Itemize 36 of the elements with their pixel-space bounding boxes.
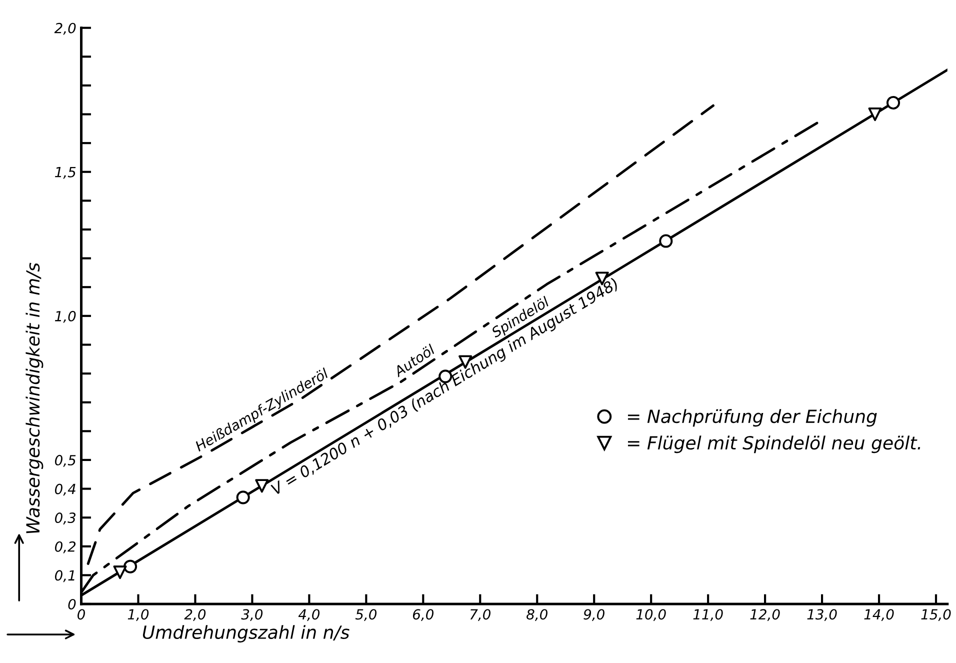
y-tick-label: 0,5: [55, 454, 76, 467]
point: [236, 490, 250, 504]
point: [113, 566, 127, 580]
x-tick-label: 11,0: [693, 609, 723, 622]
x-tick-label: 3,0: [241, 609, 263, 622]
y-tick-label: 0,3: [55, 512, 76, 524]
x-tick-label: 15,0: [921, 609, 951, 622]
x-tick-label: 9,0: [584, 609, 604, 622]
x-tick-label: 8,0: [526, 609, 548, 622]
point: [868, 107, 882, 122]
y-tick-label: 0,2: [55, 541, 76, 554]
y-tick-label: 2,0: [54, 22, 76, 35]
x-tick-label: 10,0: [636, 609, 666, 622]
x-axis-title: Umdrehungszahl in n/s: [142, 625, 350, 643]
x-tick-label: 12,0: [750, 609, 780, 622]
point: [659, 234, 673, 248]
y-tick-label: 0,1: [55, 570, 74, 582]
point: [123, 560, 138, 574]
point: [255, 479, 269, 493]
y-tick-label: 0,4: [55, 484, 76, 496]
x-tick-label: 14,0: [864, 609, 894, 622]
y-axis-title: Wassergeschwindigkeit in m/s: [26, 262, 44, 534]
x-tick-label: 2,0: [184, 609, 206, 622]
x-tick-label: 6,0: [412, 609, 434, 622]
legend-label: = Flügel mit Spindelöl neu geölt.: [628, 436, 920, 454]
point: [886, 96, 900, 110]
legend-label: = Nachprüfung der Eichung: [628, 409, 877, 427]
x-tick-label: 4,0: [298, 609, 320, 622]
y-tick-label: 0: [68, 598, 76, 610]
y-tick-label: 1,5: [54, 167, 76, 179]
x-tick-label: 0: [78, 609, 85, 620]
x-tick-label: 7,0: [470, 609, 490, 622]
x-tick-label: 5,0: [355, 609, 377, 622]
y-tick-label: 1,0: [54, 310, 76, 323]
x-tick-label: 1,0: [128, 609, 149, 622]
x-tick-label: 13,0: [807, 609, 837, 622]
